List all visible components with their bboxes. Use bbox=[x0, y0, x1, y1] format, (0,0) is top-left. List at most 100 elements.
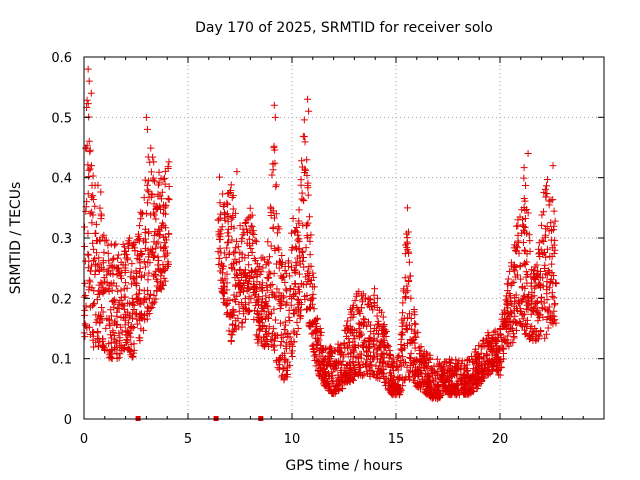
data-point bbox=[231, 274, 239, 282]
data-point bbox=[340, 371, 348, 379]
data-point bbox=[493, 365, 501, 373]
data-point bbox=[381, 326, 389, 334]
data-point bbox=[522, 182, 530, 190]
data-point bbox=[491, 327, 499, 335]
data-point bbox=[94, 290, 102, 298]
data-point bbox=[264, 314, 272, 322]
data-point bbox=[121, 293, 129, 301]
data-point bbox=[386, 351, 394, 359]
data-point bbox=[104, 249, 112, 257]
data-point bbox=[84, 190, 92, 198]
data-point bbox=[369, 306, 377, 314]
data-point bbox=[107, 349, 115, 357]
data-point bbox=[526, 237, 534, 245]
data-point bbox=[357, 331, 365, 339]
data-point bbox=[541, 185, 549, 193]
data-point bbox=[274, 364, 282, 372]
data-point bbox=[303, 232, 311, 240]
data-point bbox=[276, 305, 284, 313]
data-point bbox=[158, 188, 166, 196]
data-point bbox=[221, 275, 229, 283]
data-point bbox=[504, 280, 512, 288]
data-point bbox=[380, 320, 388, 328]
data-point bbox=[465, 379, 473, 387]
data-point bbox=[225, 232, 233, 240]
data-point bbox=[230, 260, 238, 268]
data-point bbox=[442, 383, 450, 391]
data-point bbox=[286, 272, 294, 280]
data-point bbox=[93, 296, 101, 304]
data-point bbox=[130, 349, 138, 357]
data-point bbox=[496, 330, 504, 338]
data-point bbox=[399, 299, 407, 307]
data-point bbox=[496, 356, 504, 364]
data-point bbox=[149, 300, 157, 308]
data-point bbox=[344, 335, 352, 343]
data-point bbox=[397, 340, 405, 348]
data-point bbox=[230, 224, 238, 232]
data-point bbox=[540, 264, 548, 272]
data-point bbox=[374, 345, 382, 353]
data-point bbox=[245, 285, 253, 293]
data-point bbox=[159, 201, 167, 209]
data-point bbox=[316, 359, 324, 367]
data-point bbox=[99, 308, 107, 316]
data-point bbox=[507, 309, 515, 317]
data-point bbox=[258, 295, 266, 303]
data-point bbox=[270, 343, 278, 351]
data-point bbox=[399, 309, 407, 317]
data-point bbox=[278, 351, 286, 359]
data-point bbox=[223, 199, 231, 207]
data-point bbox=[538, 236, 546, 244]
data-point bbox=[268, 281, 276, 289]
data-point bbox=[247, 295, 255, 303]
data-point bbox=[494, 359, 502, 367]
data-point bbox=[111, 332, 119, 340]
data-point bbox=[365, 343, 373, 351]
data-point bbox=[392, 364, 400, 372]
data-point bbox=[550, 207, 558, 215]
data-point bbox=[229, 307, 237, 315]
data-point bbox=[84, 65, 92, 73]
data-point bbox=[416, 380, 424, 388]
data-point bbox=[299, 196, 307, 204]
data-point bbox=[294, 304, 302, 312]
data-point bbox=[155, 168, 163, 176]
data-point bbox=[234, 243, 242, 251]
data-point bbox=[228, 236, 236, 244]
data-point bbox=[82, 207, 90, 215]
data-point bbox=[303, 221, 311, 229]
data-point bbox=[85, 137, 93, 145]
data-point bbox=[380, 370, 388, 378]
data-point bbox=[363, 356, 371, 364]
data-point bbox=[234, 314, 242, 322]
data-point bbox=[543, 245, 551, 253]
data-point bbox=[110, 241, 118, 249]
data-point bbox=[236, 267, 244, 275]
data-points bbox=[80, 65, 560, 403]
data-point bbox=[249, 239, 257, 247]
data-point bbox=[126, 234, 134, 242]
data-point bbox=[162, 243, 170, 251]
data-point bbox=[282, 339, 290, 347]
data-point bbox=[291, 279, 299, 287]
data-point bbox=[515, 318, 523, 326]
data-point bbox=[300, 116, 308, 124]
data-point bbox=[351, 335, 359, 343]
data-point bbox=[348, 371, 356, 379]
data-point bbox=[380, 337, 388, 345]
data-point bbox=[527, 300, 535, 308]
data-point bbox=[547, 196, 555, 204]
data-point bbox=[469, 358, 477, 366]
data-point bbox=[396, 388, 404, 396]
data-point bbox=[141, 229, 149, 237]
data-point bbox=[259, 264, 267, 272]
data-point bbox=[359, 372, 367, 380]
data-point bbox=[410, 308, 418, 316]
data-point bbox=[355, 361, 363, 369]
data-point bbox=[237, 273, 245, 281]
data-point bbox=[104, 285, 112, 293]
data-point bbox=[99, 335, 107, 343]
data-point bbox=[295, 217, 303, 225]
